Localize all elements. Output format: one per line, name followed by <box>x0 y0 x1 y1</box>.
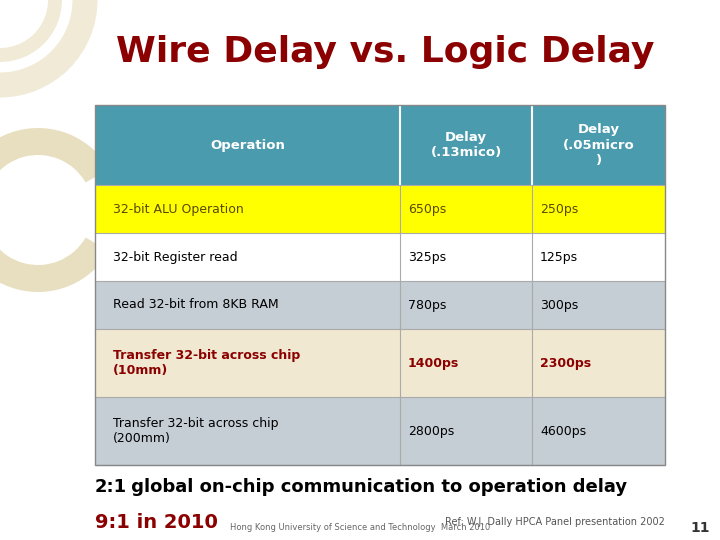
Text: Transfer 32-bit across chip
(200mm): Transfer 32-bit across chip (200mm) <box>113 417 279 445</box>
Wedge shape <box>0 128 109 292</box>
Text: global on-chip communication to operation delay: global on-chip communication to operatio… <box>125 478 627 496</box>
Text: 32-bit ALU Operation: 32-bit ALU Operation <box>113 202 244 215</box>
Bar <box>95 397 665 465</box>
Text: 2:1: 2:1 <box>95 478 127 496</box>
Text: 11: 11 <box>690 521 710 535</box>
Text: Ref: W.J. Dally HPCA Panel presentation 2002: Ref: W.J. Dally HPCA Panel presentation … <box>445 517 665 527</box>
Text: 4600ps: 4600ps <box>540 424 586 437</box>
Text: 1400ps: 1400ps <box>408 356 459 369</box>
Text: 32-bit Register read: 32-bit Register read <box>113 251 238 264</box>
Text: 9:1 in 2010: 9:1 in 2010 <box>95 512 218 531</box>
Text: 780ps: 780ps <box>408 299 446 312</box>
Bar <box>95 105 665 185</box>
Text: Wire Delay vs. Logic Delay: Wire Delay vs. Logic Delay <box>116 35 654 69</box>
Text: Read 32-bit from 8KB RAM: Read 32-bit from 8KB RAM <box>113 299 279 312</box>
Bar <box>95 185 665 233</box>
Text: 125ps: 125ps <box>540 251 578 264</box>
Text: 2300ps: 2300ps <box>540 356 591 369</box>
Text: Delay
(.13mico): Delay (.13mico) <box>431 131 502 159</box>
Text: 325ps: 325ps <box>408 251 446 264</box>
Text: Delay
(.05micro
): Delay (.05micro ) <box>563 123 634 167</box>
Text: Operation: Operation <box>210 138 285 152</box>
Bar <box>95 329 665 397</box>
Bar <box>95 281 665 329</box>
Text: 650ps: 650ps <box>408 202 446 215</box>
Text: Hong Kong University of Science and Technology  March 2010: Hong Kong University of Science and Tech… <box>230 523 490 532</box>
Text: 2800ps: 2800ps <box>408 424 454 437</box>
Bar <box>95 233 665 281</box>
Text: 300ps: 300ps <box>540 299 578 312</box>
Bar <box>95 105 665 465</box>
Text: 250ps: 250ps <box>540 202 578 215</box>
Text: Transfer 32-bit across chip
(10mm): Transfer 32-bit across chip (10mm) <box>113 349 300 377</box>
